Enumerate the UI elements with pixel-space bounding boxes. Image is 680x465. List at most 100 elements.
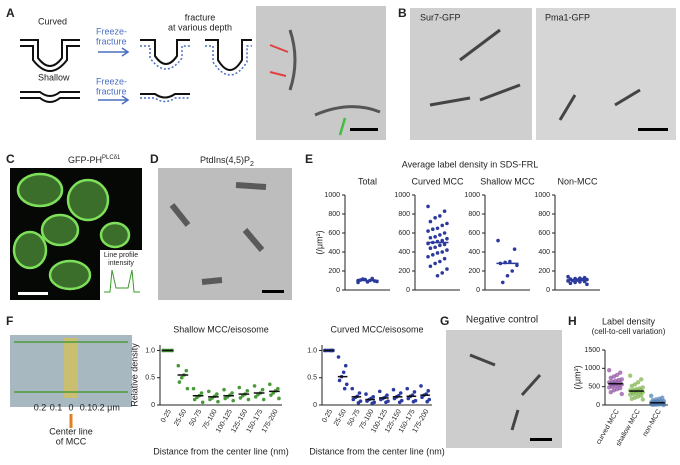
dot (207, 389, 211, 394)
dot (177, 380, 182, 384)
dot (628, 392, 633, 397)
x-axis-label: Distance from the center line (nm) (309, 446, 445, 456)
dot (607, 367, 612, 373)
panel-letter: H (568, 314, 577, 328)
label: at various depth (168, 22, 232, 32)
membrane-diagram (140, 39, 252, 71)
dot (261, 397, 266, 402)
chart-title: Label density (602, 316, 656, 326)
y-axis-label: (/μm²) (314, 230, 324, 254)
y-tick-label: 800 (398, 211, 410, 218)
dot (629, 396, 634, 401)
dot (442, 209, 447, 213)
dot (619, 391, 624, 397)
y-tick-label: 1000 (584, 365, 600, 372)
label: fracture (185, 12, 216, 22)
center-band (64, 338, 78, 398)
dot (445, 236, 449, 241)
chart-title: Curved MCC/eisosome (330, 324, 423, 334)
dot (426, 254, 430, 259)
y-tick-label: 1000 (324, 192, 340, 199)
y-axis-label: Relative density (129, 343, 139, 407)
dot (398, 391, 403, 395)
dot (200, 400, 205, 405)
scale-label: 0.1 (80, 402, 93, 412)
y-tick-label: 800 (468, 211, 480, 218)
y-tick-label: 400 (398, 249, 410, 256)
dot (238, 396, 243, 400)
dot (411, 399, 416, 404)
dot (433, 235, 437, 239)
dot (618, 370, 623, 375)
dot (222, 387, 226, 392)
scale-label: 0.2 (34, 402, 47, 412)
cells (12, 172, 131, 291)
dot (343, 363, 348, 368)
facet-title: Non-MCC (557, 176, 598, 186)
dot (276, 386, 280, 391)
dot (435, 273, 440, 278)
y-tick-label: 1.0 (307, 347, 317, 354)
dot (269, 393, 273, 397)
chart-title: Shallow MCC/eisosome (173, 324, 269, 334)
dot (419, 384, 423, 388)
dot (268, 382, 272, 387)
dot (364, 392, 368, 396)
dot (435, 226, 440, 231)
scale-bar (638, 128, 668, 131)
label: Shallow (38, 72, 70, 82)
x-tick-label: 25-50 (333, 408, 348, 427)
dot (252, 384, 257, 388)
dot (336, 355, 341, 359)
y-tick-label: 1500 (584, 347, 600, 354)
dot (215, 392, 219, 396)
dot (176, 363, 181, 368)
dot (442, 231, 447, 235)
dot (428, 246, 433, 250)
dot (237, 385, 242, 390)
dot (370, 401, 374, 406)
membrane-diagram (140, 93, 190, 99)
scale-bar (18, 292, 48, 295)
dot (433, 216, 437, 220)
label: Sur7-GFP (420, 12, 461, 22)
scale-bar (350, 128, 378, 131)
micrograph (410, 8, 532, 140)
dot (661, 402, 666, 408)
x-tick-label: non-MCC (642, 408, 663, 437)
arrow (98, 95, 130, 105)
y-tick-label: 200 (398, 268, 410, 275)
dot (246, 397, 251, 402)
dot (438, 214, 442, 218)
facet-title: Total (358, 176, 377, 186)
y-tick-label: 1000 (534, 192, 550, 199)
invagination (429, 28, 641, 121)
dot (357, 391, 362, 395)
dot (397, 400, 402, 405)
dot (500, 280, 505, 285)
dot (438, 259, 442, 264)
y-tick-label: 0 (476, 287, 480, 294)
scale-label: 0 (68, 402, 73, 412)
micrograph (158, 168, 292, 300)
dot (650, 402, 655, 408)
dot (377, 389, 382, 394)
y-tick-label: 600 (538, 230, 550, 237)
dot (512, 247, 517, 251)
dot (185, 386, 190, 391)
dot (425, 399, 429, 404)
dot (585, 282, 589, 287)
dot (405, 386, 410, 391)
scale-label: 0.1 (50, 402, 63, 412)
y-axis-label: (/μm²) (572, 365, 582, 389)
label: fracture (96, 86, 127, 96)
dot (440, 271, 445, 275)
y-tick-label: 400 (538, 249, 550, 256)
dot (277, 396, 281, 401)
dot (510, 269, 515, 273)
dot (337, 378, 342, 383)
guide-line (14, 341, 128, 393)
y-tick-label: 200 (328, 268, 340, 275)
y-tick-label: 1.0 (145, 347, 155, 354)
